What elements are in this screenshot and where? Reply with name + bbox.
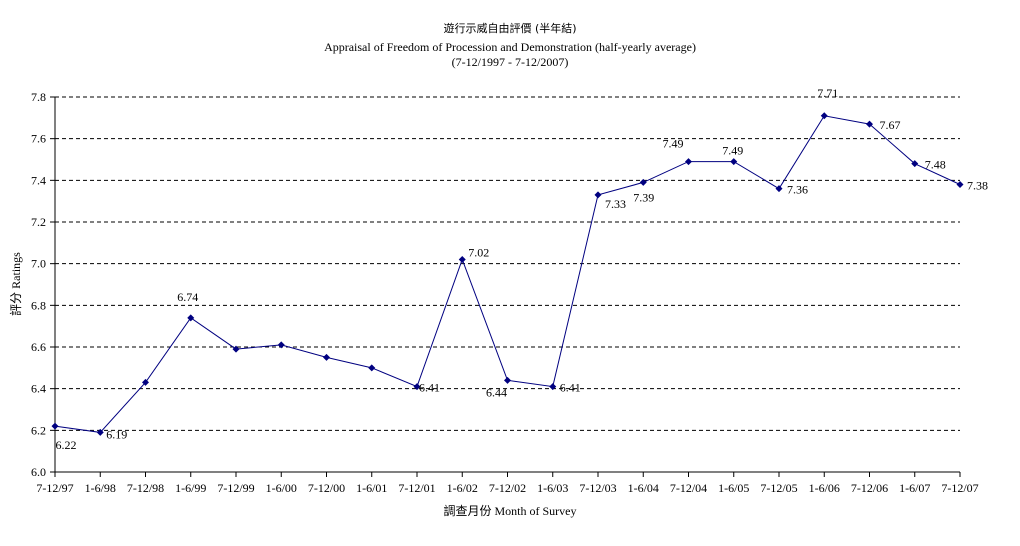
y-tick-labels: 6.0 6.2 6.4 6.6 6.8 7.0 7.2 7.4 7.6 7.8	[31, 90, 46, 479]
x-tick-label: 1-6/01	[356, 481, 387, 495]
x-tick-label: 1-6/06	[809, 481, 840, 495]
data-point	[142, 378, 149, 386]
series-line	[54, 115, 961, 433]
x-tick-label: 1-6/03	[537, 481, 568, 495]
chart-subtitle: Appraisal of Freedom of Procession and D…	[324, 40, 696, 54]
x-tick-label: 1-6/05	[718, 481, 749, 495]
data-point	[911, 160, 919, 168]
y-tick-label: 7.0	[31, 257, 46, 271]
data-point	[504, 376, 511, 384]
data-label: 6.41	[419, 381, 440, 395]
x-tick-label: 1-6/07	[899, 481, 930, 495]
data-label: 7.67	[880, 118, 901, 132]
x-tick-label: 7-12/04	[670, 481, 707, 495]
data-point	[458, 256, 466, 263]
x-tick-label: 7-12/06	[851, 481, 888, 495]
x-tick-label: 7-12/02	[489, 481, 526, 495]
y-tick-label: 7.2	[31, 215, 46, 229]
data-labels: 6.22 6.19 6.74 6.41 7.02 6.44 6.41 7.33 7.39 7.49…	[56, 86, 989, 452]
data-label: 7.49	[722, 144, 743, 158]
x-tick-label: 7-12/99	[217, 481, 254, 495]
data-point	[549, 383, 557, 391]
data-label: 7.71	[817, 86, 838, 100]
y-tick-label: 7.8	[31, 90, 46, 104]
data-label: 7.48	[925, 158, 946, 172]
x-tick-label: 7-12/98	[127, 481, 164, 495]
y-axis-label: 評分 Ratings	[9, 252, 23, 316]
data-label: 7.38	[967, 179, 988, 193]
x-tick-label: 1-6/04	[628, 481, 659, 495]
data-label: 6.22	[56, 438, 77, 452]
gridlines	[55, 96, 960, 431]
data-label: 6.41	[560, 381, 581, 395]
axes	[50, 96, 961, 477]
data-label: 7.36	[787, 183, 808, 197]
chart-title: 遊行示威自由評價 (半年結)	[443, 22, 577, 35]
data-label: 6.74	[177, 290, 198, 304]
data-point	[368, 364, 376, 372]
data-point	[820, 112, 828, 120]
x-tick-label: 7-12/07	[941, 481, 978, 495]
x-axis-label: 調查月份 Month of Survey	[443, 504, 577, 518]
data-point	[730, 158, 738, 166]
y-tick-label: 7.4	[31, 173, 46, 187]
y-tick-label: 6.0	[31, 465, 46, 479]
x-tick-label: 7-12/97	[36, 481, 73, 495]
data-point	[413, 383, 421, 391]
x-tick-label: 7-12/05	[760, 481, 797, 495]
data-point	[187, 314, 195, 322]
data-point	[232, 345, 240, 353]
x-tick-label: 7-12/00	[308, 481, 345, 495]
data-point	[594, 191, 602, 199]
x-tick-label: 7-12/01	[398, 481, 435, 495]
x-tick-label: 1-6/99	[175, 481, 206, 495]
data-label: 6.44	[486, 385, 507, 399]
data-point	[51, 422, 59, 430]
x-tick-label: 1-6/02	[447, 481, 478, 495]
y-tick-label: 6.4	[31, 382, 46, 396]
x-tick-labels: 7-12/97 1-6/98 7-12/98 1-6/99 7-12/99 1-6/00 7…	[36, 481, 978, 495]
data-point	[96, 428, 104, 436]
data-label: 6.19	[106, 427, 127, 441]
x-tick-label: 7-12/03	[579, 481, 616, 495]
x-tick-label: 1-6/98	[85, 481, 116, 495]
data-label: 7.02	[468, 246, 489, 260]
data-point	[685, 158, 692, 166]
y-tick-label: 7.6	[31, 132, 46, 146]
data-point	[956, 181, 964, 188]
y-tick-label: 6.2	[31, 423, 46, 437]
y-tick-label: 6.8	[31, 298, 46, 312]
data-point	[866, 120, 873, 128]
data-label: 7.39	[633, 190, 654, 204]
chart-period: (7-12/1997 - 7-12/2007)	[451, 55, 569, 69]
data-point	[639, 178, 647, 186]
data-label: 7.33	[605, 197, 626, 211]
series-ratings	[51, 112, 964, 436]
data-label: 7.49	[663, 137, 684, 151]
data-point	[277, 341, 285, 349]
data-point	[775, 185, 783, 193]
x-tick-label: 1-6/00	[266, 481, 297, 495]
data-point	[323, 353, 330, 361]
y-tick-label: 6.6	[31, 340, 46, 354]
